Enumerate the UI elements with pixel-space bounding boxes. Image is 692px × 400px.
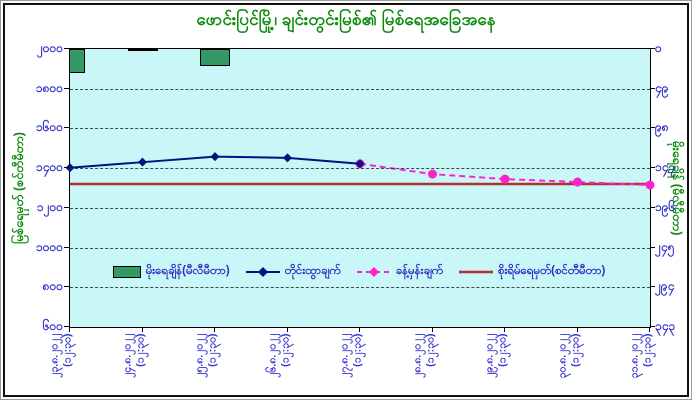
x-axis-label: ၂၄.၈.၂၀၂၂ (၁၂:၃၀) [121,333,146,378]
gridline [70,168,650,170]
x-axis-tick [359,327,360,332]
legend-item-danger-level: စိုးရိမ်ရေမှတ်(စင်တီမီတာ) [459,263,605,280]
legend: မိုးရေချိန်(မီလီမီတာ) တိုင်းထွာချက် ခန့်… [69,263,649,280]
left-axis-tick [64,167,69,169]
left-axis-tick [64,246,69,248]
gridline [70,128,650,130]
legend-label: စိုးရိမ်ရေမှတ်(စင်တီမီတာ) [498,265,606,277]
x-axis-tick [286,327,288,332]
y-axis-label-right: ၀ [655,41,662,55]
left-axis-tick [64,286,69,288]
y-axis-label-right: ၂၄၅ [655,239,675,254]
gridline [70,247,650,249]
y-axis-label-right: ၄၉ [655,80,669,95]
x-axis-tick [69,327,70,332]
right-axis-tick [650,206,655,208]
x-axis-label: ၂၆.၈.၂၀၂၂ (၁၂:၃၀) [266,333,291,378]
y-axis-label-right: ၂၉၄ [655,279,675,294]
observed-marker [210,152,220,162]
gridline [70,207,650,209]
x-axis-tick [504,327,505,332]
observed-marker [355,159,365,169]
right-axis-tick [650,286,655,288]
right-axis-tick [650,326,655,327]
legend-item-observed: တိုင်းထွာချက် [245,263,341,280]
y-axis-label-left: ၈၀၀ [42,279,63,294]
rainfall-bar [200,49,230,66]
forecast-line-swatch [356,266,391,277]
left-axis-tick [64,326,69,327]
x-axis-label: ၂၅.၈.၂၀၂၂ (၁၂:၃၀) [193,333,219,378]
legend-label: မိုးရေချိန်(မီလီမီတာ) [145,265,230,277]
danger-line-swatch [459,270,493,273]
left-axis-tick [64,48,69,49]
x-axis-tick [141,327,143,332]
x-axis-label: ၂၃.၈.၂၀၂၂ (၁၂:၃၀) [48,333,74,378]
x-axis-tick [576,327,578,332]
legend-label: တိုင်းထွာချက် [284,265,341,277]
left-axis-tick [64,127,69,129]
y-axis-label-left: ၁၄၀၀ [36,160,63,175]
gridline [70,287,650,289]
y-axis-label-right: ၉၈ [655,120,669,135]
observed-marker [138,157,147,167]
forecast-marker [645,180,655,190]
right-axis-tick [650,167,655,169]
left-axis-title: မြစ်ရေမှတ် (စင်တီမီတာ) [12,132,26,244]
right-axis-title: မိုးရေချိန် (မီလီမီတာ) [670,140,684,236]
y-axis-label-left: ၁၆၀၀ [36,120,63,135]
forecast-marker [500,174,510,184]
left-axis-tick [64,87,69,89]
observed-marker [283,153,292,163]
y-axis-label-right: ၃၄၃ [655,319,676,333]
y-axis-label-right: ၁၄၇ [655,160,676,175]
right-axis-tick [650,246,655,248]
observed-marker [65,163,75,173]
right-axis-tick [650,48,655,49]
y-axis-label-left: ၁၂၀၀ [36,199,63,214]
x-axis-tick [214,327,215,332]
legend-label: ခန့်မှန်းချက် [395,265,443,277]
y-axis-label-right: ၁၉၆ [655,199,676,214]
x-axis-label: ၃၀.၈.၂၀၂၂ (၁၂:၃၀) [556,333,581,379]
legend-item-rainfall: မိုးရေချိန်(မီလီမီတာ) [112,263,230,280]
gridline [70,88,650,90]
x-axis-label: ၂၉.၈.၂၀၂၂ (၁၂:၃၀) [483,333,509,378]
rainfall-bar [127,49,158,51]
line-series-layer [65,152,655,190]
rainfall-bar [70,49,85,73]
left-axis-tick [64,206,69,208]
rainfall-bar-swatch [112,265,141,278]
forecast-marker [428,169,437,179]
forecast-marker [573,177,582,187]
observed-line-swatch [245,266,280,277]
right-axis-tick [650,127,655,129]
legend-item-forecast: ခန့်မှန်းချက် [356,263,443,280]
x-axis-label: ၃၁.၈.၂၀၂၂ (၁၂:၃၀) [628,333,654,379]
chart-title: ဖောင်းပြင်မြို့၊ ချင်းတွင်းမြစ်၏ မြစ်ရေအ… [196,10,496,29]
x-axis-label: ၂၇.၈.၂၀၂၂ (၁၂:၃၀) [338,333,364,378]
y-axis-label-left: ၁၈၀၀ [35,80,63,95]
x-axis-label: ၂၈.၈.၂၀၂၂ (၁၂:၃၀) [411,333,436,378]
y-axis-label-left: ၁၀၀၀ [36,239,63,254]
right-axis-tick [650,87,655,89]
y-axis-label-left: ၆၀၀ [42,319,63,333]
rainfall-bars-layer [70,49,650,327]
x-axis-tick [649,327,650,332]
y-axis-label-left: ၂၀၀၀ [36,41,63,55]
x-axis-tick [431,327,433,332]
plot-area [65,48,655,328]
